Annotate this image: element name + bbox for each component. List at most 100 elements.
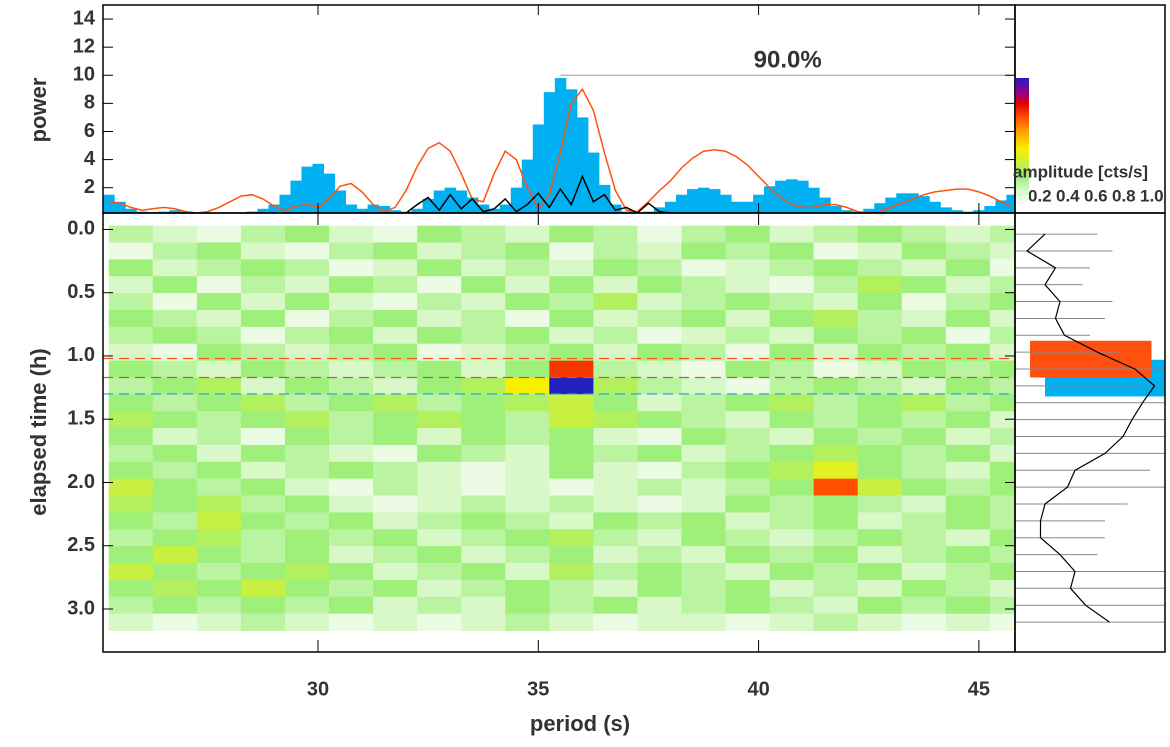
power-bar: [940, 207, 952, 213]
heatmap-cell: [593, 276, 638, 294]
heatmap-cell: [196, 343, 242, 362]
heatmap-cell: [417, 428, 462, 446]
heatmap-cell: [505, 478, 550, 497]
heatmap-cell: [901, 259, 947, 277]
y-tick-label: 2.0: [67, 471, 95, 493]
heatmap-cell: [681, 360, 727, 378]
heatmap-cell: [152, 326, 198, 345]
heatmap-cell: [725, 242, 771, 260]
profile-line: [1026, 233, 1156, 623]
heatmap-cell: [681, 310, 727, 328]
heatmap-cell: [549, 411, 594, 429]
heatmap-cell: [108, 529, 154, 547]
heatmap-cell: [152, 546, 198, 564]
heatmap-cell: [108, 444, 154, 463]
heatmap-cell: [505, 596, 550, 615]
y-tick-label: 6: [84, 120, 95, 142]
heatmap-cell: [152, 310, 198, 328]
heatmap-cell: [240, 259, 286, 277]
heatmap-cell: [240, 563, 286, 581]
power-bar: [709, 189, 721, 213]
heatmap-cell: [196, 512, 242, 530]
heatmap-cell: [945, 411, 991, 429]
heatmap-cell: [284, 444, 330, 463]
heatmap-cell: [549, 276, 594, 294]
heatmap-cell: [989, 428, 1015, 446]
heatmap-cell: [901, 529, 947, 547]
heatmap-cell: [681, 596, 727, 615]
heatmap-cell: [901, 411, 947, 429]
heatmap-cell: [152, 343, 198, 362]
x-tick-label: 40: [747, 678, 769, 700]
heatmap-cell: [196, 242, 242, 260]
power-bar: [598, 184, 611, 213]
power-bar: [279, 194, 291, 213]
heatmap-cell: [813, 343, 859, 362]
heatmap-cell: [637, 495, 682, 513]
heatmap-cell: [901, 444, 947, 463]
power-bar: [797, 180, 809, 213]
heatmap-cell: [813, 461, 859, 480]
heatmap-cell: [549, 377, 594, 395]
heatmap-cell: [329, 529, 374, 547]
heatmap-cell: [505, 461, 550, 480]
heatmap-cell: [681, 428, 727, 446]
heatmap-cell: [505, 411, 550, 429]
heatmap-cell: [284, 512, 330, 530]
heatmap-cell: [549, 512, 594, 530]
heatmap-cell: [549, 394, 594, 412]
power-bar: [169, 210, 181, 213]
power-bar: [301, 166, 313, 213]
heatmap-cell: [769, 276, 815, 294]
power-bar: [411, 208, 424, 213]
heatmap-cell: [284, 428, 330, 446]
heatmap-cell: [373, 259, 418, 277]
heatmap-cell: [681, 613, 727, 631]
heatmap-cell: [108, 293, 154, 311]
heatmap-cell: [725, 326, 771, 345]
heatmap-cell: [769, 326, 815, 345]
heatmap-cell: [989, 529, 1015, 547]
heatmap-cell: [505, 512, 550, 530]
heatmap-cell: [637, 310, 682, 328]
heatmap-cell: [945, 529, 991, 547]
heatmap-cell: [240, 444, 286, 463]
heatmap-cell: [637, 563, 682, 581]
heatmap-cell: [329, 444, 374, 463]
heatmap-cell: [505, 579, 550, 598]
heatmap-cell: [593, 512, 638, 530]
heatmap-cell: [681, 563, 727, 581]
heatmap-cell: [901, 613, 947, 631]
heatmap-cell: [461, 613, 506, 631]
heatmap-cell: [284, 360, 330, 378]
power-bar: [786, 179, 798, 213]
power-bar: [356, 208, 369, 213]
power-bar: [841, 210, 853, 213]
power-bar: [664, 201, 677, 213]
heatmap-cell: [329, 259, 374, 277]
heatmap-cell: [152, 411, 198, 429]
heatmap-cell: [637, 546, 682, 564]
heatmap-cell: [505, 377, 550, 395]
heatmap-cell: [989, 225, 1015, 243]
heatmap-cell: [989, 343, 1015, 362]
heatmap-cell: [593, 529, 638, 547]
heatmap-cell: [593, 563, 638, 581]
heatmap-cell: [901, 225, 947, 243]
heatmap-cell: [989, 478, 1015, 497]
heatmap-cell: [461, 259, 506, 277]
heatmap-cell: [196, 326, 242, 345]
heatmap-cell: [329, 326, 374, 345]
heatmap-cell: [417, 478, 462, 497]
heatmap-cell: [769, 444, 815, 463]
heatmap-cell: [461, 276, 506, 294]
heatmap-cell: [593, 444, 638, 463]
heatmap-cell: [284, 529, 330, 547]
heatmap-cell: [461, 310, 506, 328]
heatmap-cell: [240, 461, 286, 480]
heatmap-cell: [725, 529, 771, 547]
power-bar: [532, 124, 545, 213]
heatmap-cell: [725, 360, 771, 378]
heatmap-cell: [725, 444, 771, 463]
heatmap-cell: [901, 579, 947, 598]
